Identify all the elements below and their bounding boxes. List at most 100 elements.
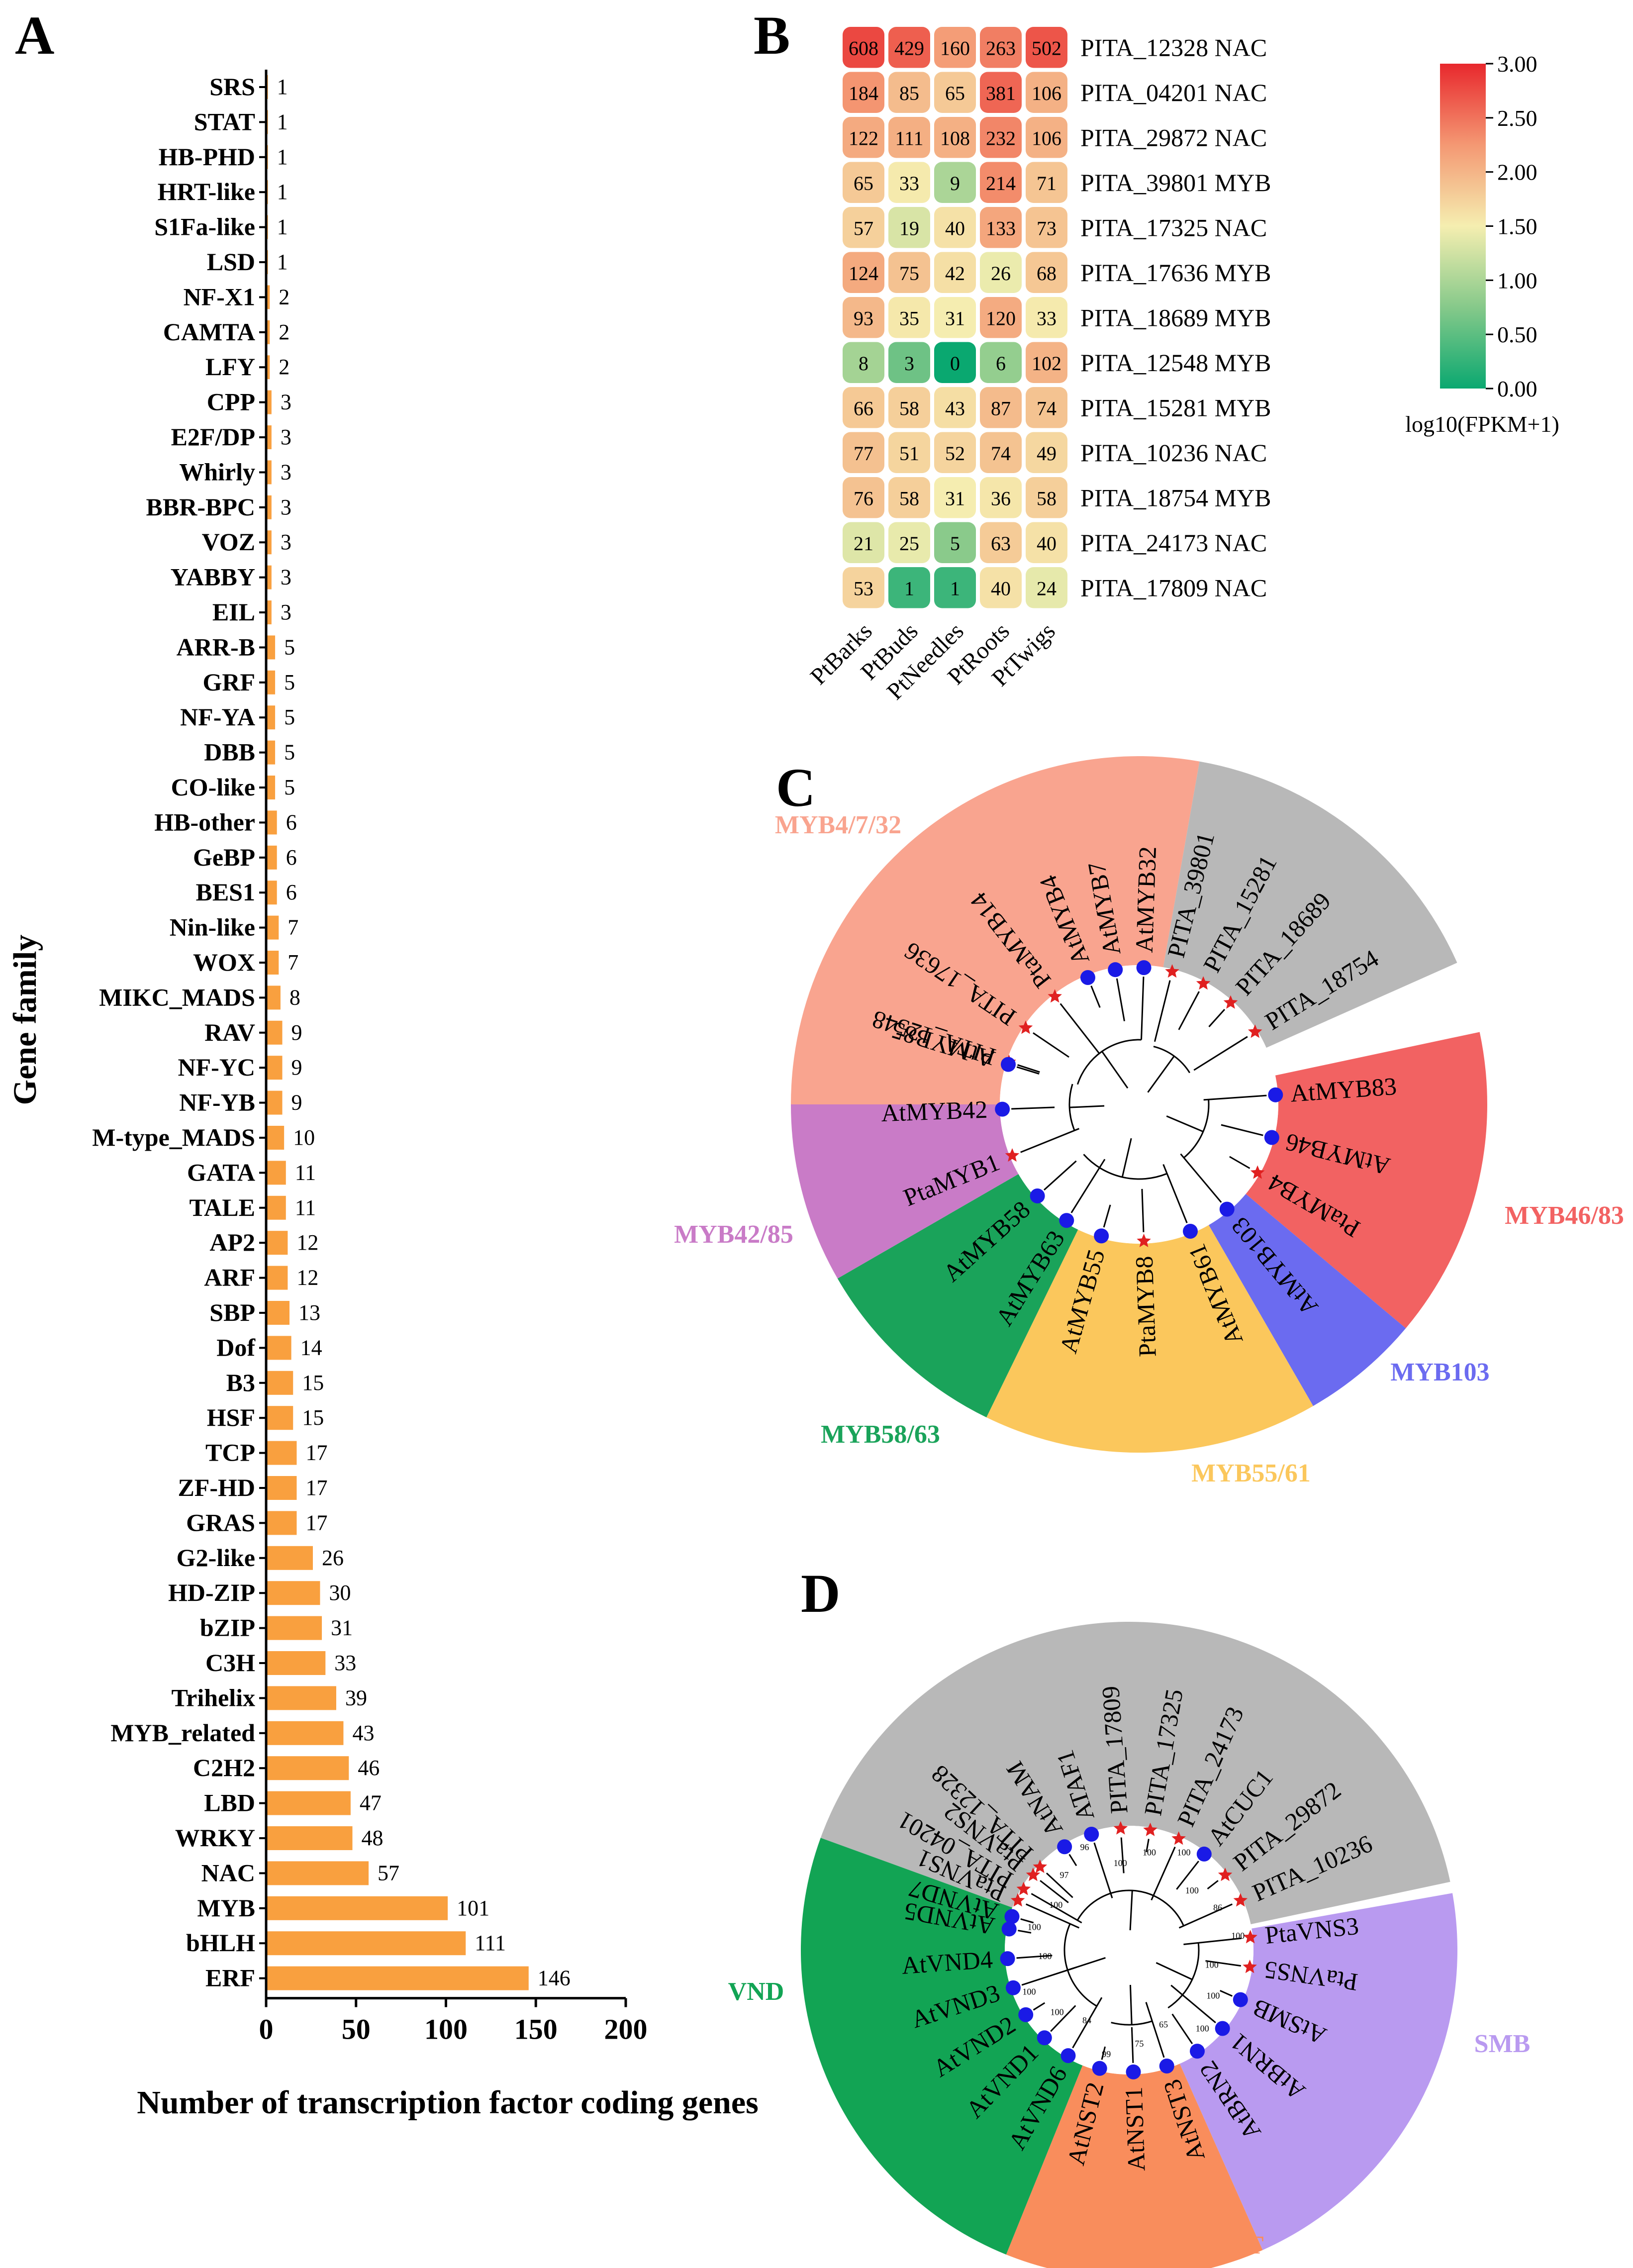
heatmap-cell (1026, 27, 1067, 68)
tree-branch (1020, 1918, 1034, 1924)
category-label: HB-PHD (159, 143, 255, 171)
bootstrap-value: 84 (1082, 2015, 1091, 2025)
bootstrap-value: 100 (1231, 1931, 1245, 1941)
bar-nac (266, 1861, 369, 1885)
category-label: HSF (207, 1403, 255, 1431)
data-label: 3 (281, 390, 291, 414)
clade-sector-vnd (801, 1838, 1083, 2255)
heatmap-value: 232 (986, 127, 1016, 149)
data-label: 6 (286, 845, 297, 870)
arabidopsis-dot-marker (1092, 2061, 1107, 2076)
heatmap-cell (1026, 342, 1067, 383)
data-label: 14 (300, 1335, 322, 1360)
heatmap-value: 608 (849, 37, 878, 59)
heatmap-value: 1 (950, 577, 960, 599)
heatmap-value: 33 (899, 172, 919, 195)
y-axis-title: Gene family (7, 935, 43, 1105)
heatmap-value: 57 (854, 217, 873, 239)
heatmap-cell (1026, 477, 1067, 518)
tree-branch (1046, 1873, 1073, 1898)
category-label: ARR-B (177, 633, 255, 661)
tree-branch (1120, 1837, 1125, 1874)
heatmap-row-label: PITA_17325 NAC (1080, 213, 1267, 241)
heatmap-cell (843, 117, 884, 158)
panel-letter-b: B (754, 5, 790, 66)
heatmap-cell (934, 342, 976, 383)
arabidopsis-dot-marker (1030, 1188, 1045, 1204)
heatmap-value: 87 (991, 397, 1011, 419)
bootstrap-value: 65 (1159, 2019, 1168, 2029)
data-label: 7 (288, 950, 298, 975)
arabidopsis-dot-marker (1001, 1057, 1016, 1072)
data-label: 2 (279, 320, 289, 344)
bar-lfy (266, 355, 270, 380)
tree-branch (1033, 1032, 1069, 1058)
heatmap-cell (1026, 162, 1067, 203)
data-label: 6 (286, 810, 297, 834)
category-label: GRF (202, 668, 255, 696)
data-label: 1 (277, 145, 288, 169)
arabidopsis-dot-marker (1126, 2064, 1141, 2079)
colorbar-tick-label: 3.00 (1497, 51, 1537, 77)
heatmap-cell (980, 522, 1022, 563)
heatmap-cell (888, 297, 930, 338)
bootstrap-value: 100 (1114, 1858, 1127, 1868)
heatmap-cell (1026, 297, 1067, 338)
heatmap-value: 35 (899, 307, 919, 329)
tree-branch (1011, 1106, 1055, 1110)
category-label: GRAS (186, 1508, 255, 1536)
bar-bbr-bpc (266, 495, 272, 519)
bar-cpp (266, 390, 272, 414)
species-star-marker (1048, 989, 1062, 1003)
category-label: MYB (197, 1894, 255, 1922)
myb-phylogenetic-tree: AtMYB32AtMYB7AtMYB4PtaMYB14PITA_17636PIT… (674, 756, 1624, 1487)
clade-sector-myb55 (986, 1225, 1313, 1453)
category-label: BBR-BPC (146, 493, 255, 521)
heatmap-cell (934, 297, 976, 338)
species-star-marker (1143, 1822, 1157, 1836)
heatmap-value: 502 (1032, 37, 1061, 59)
bar-myb-related (266, 1721, 344, 1745)
heatmap-row-label: PITA_12548 MYB (1080, 349, 1271, 377)
heatmap-value: 33 (1037, 307, 1057, 329)
heatmap-value: 21 (854, 532, 873, 555)
arabidopsis-dot-marker (1037, 2030, 1052, 2046)
bootstrap-value: 100 (1196, 2023, 1209, 2033)
heatmap-value: 133 (986, 217, 1016, 239)
heatmap-value: 68 (1037, 262, 1057, 285)
heatmap-value: 58 (899, 397, 919, 419)
colorbar-tick-label: 1.50 (1497, 214, 1537, 239)
clade-label: MYB58/63 (821, 1420, 940, 1449)
category-label: E2F/DP (171, 423, 255, 451)
bar-myb (266, 1896, 448, 1920)
heatmap-cell (888, 72, 930, 113)
heatmap-value: 9 (950, 172, 960, 195)
bar-whirly (266, 460, 272, 485)
bootstrap-value: 100 (1049, 1900, 1062, 1910)
bootstrap-value: 99 (1102, 2049, 1111, 2059)
arabidopsis-dot-marker (1094, 1228, 1109, 1244)
heatmap-cell (980, 72, 1022, 113)
data-label: 3 (281, 495, 291, 519)
category-label: bHLH (186, 1929, 255, 1957)
bar-arr-b (266, 635, 276, 660)
heatmap-cell (980, 27, 1022, 68)
heatmap-cell (888, 477, 930, 518)
tree-branch (1131, 2027, 1134, 2063)
clade-sector-grey (820, 1621, 1450, 1925)
heatmap-cell (934, 72, 976, 113)
category-label: STAT (194, 107, 255, 135)
colorbar (1440, 64, 1486, 389)
bar-hd-zip (266, 1581, 320, 1605)
data-label: 33 (334, 1651, 356, 1675)
category-label: ARF (204, 1264, 255, 1291)
heatmap-cell (980, 162, 1022, 203)
tree-branch-arc (1076, 1039, 1142, 1085)
tree-leaf-label: AtMYB42 (880, 1095, 988, 1127)
tree-branch (1016, 1066, 1040, 1075)
heatmap-row-label: PITA_15281 MYB (1080, 394, 1271, 421)
heatmap-cell (843, 297, 884, 338)
category-label: GeBP (193, 843, 255, 871)
species-star-marker (1243, 1930, 1257, 1944)
category-label: HRT-like (158, 178, 255, 205)
